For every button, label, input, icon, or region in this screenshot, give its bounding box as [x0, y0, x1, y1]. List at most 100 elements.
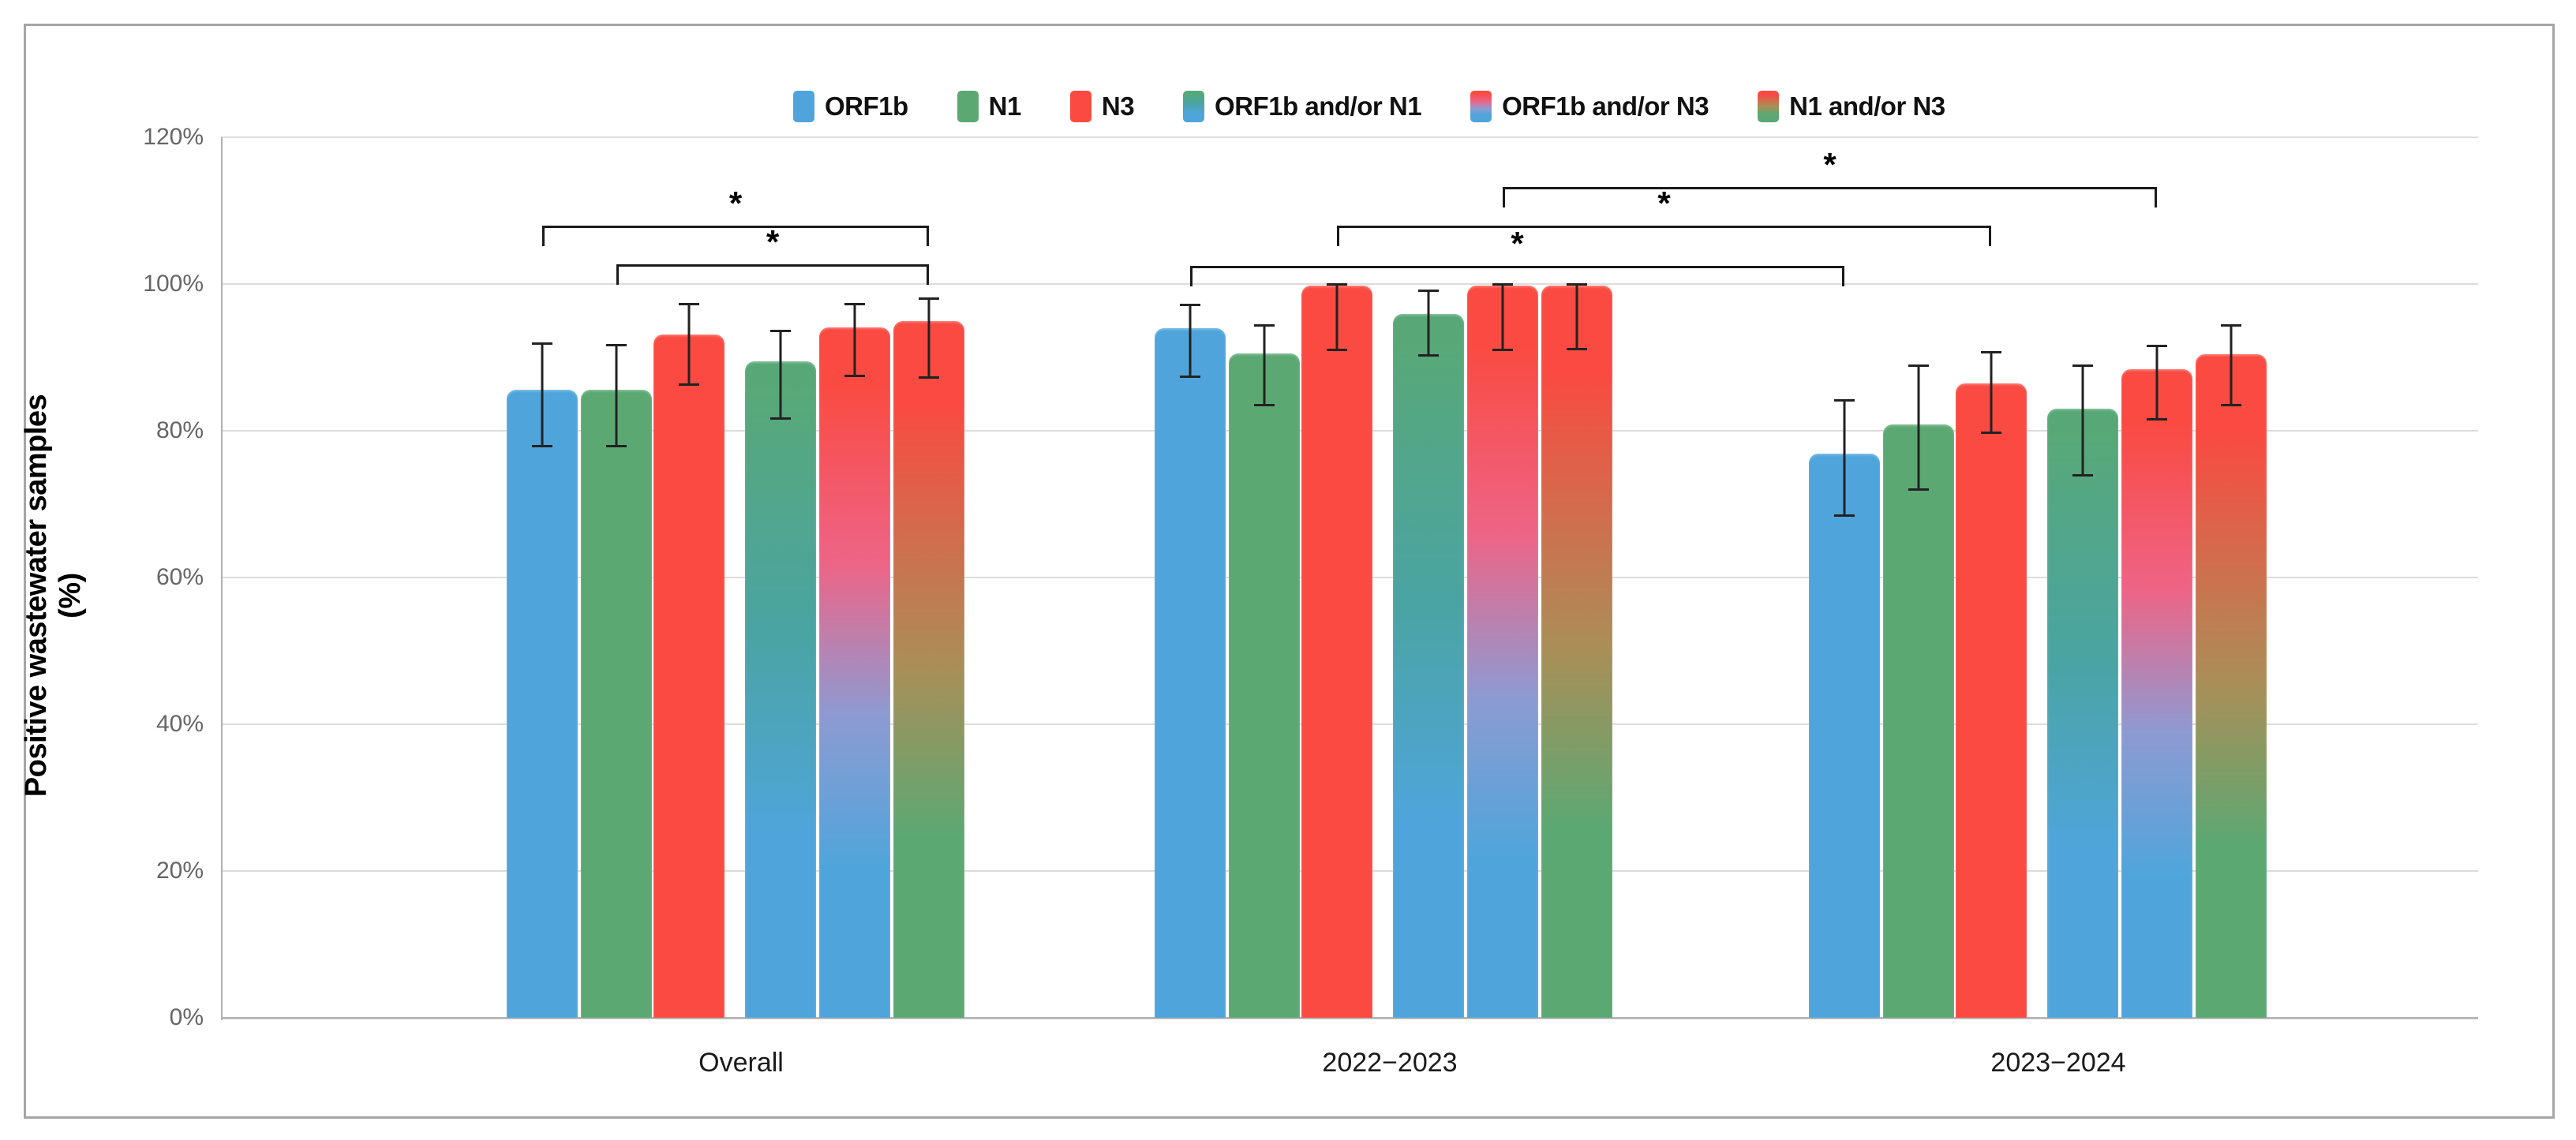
error-bar-cap-low-0-2: [1834, 514, 1855, 517]
bar-n1-2: [1883, 424, 1954, 1018]
error-bar-1-1: [1263, 325, 1266, 406]
y-tick-label-100: 100%: [143, 271, 204, 297]
error-bar-cap-low-4-1: [1492, 348, 1513, 351]
error-bar-0-2: [1843, 399, 1846, 515]
error-bar-cap-high-2-0: [679, 303, 699, 306]
bar-orf1b-and-or-n3-1: [1467, 285, 1538, 1018]
error-bar-cap-high-3-1: [1418, 290, 1439, 293]
error-bar-cap-low-1-1: [1254, 404, 1275, 407]
sig-asterisk-0: *: [728, 184, 743, 222]
legend-label-0: ORF1b: [825, 92, 908, 121]
error-bar-cap-low-3-0: [770, 417, 791, 420]
error-bar-cap-low-3-1: [1418, 354, 1439, 357]
bar-orf1b-and-or-n3-2: [2121, 368, 2192, 1018]
error-bar-cap-high-5-0: [919, 297, 939, 300]
error-bar-4-1: [1501, 284, 1504, 349]
error-bar-5-2: [2230, 325, 2233, 406]
error-bar-cap-low-5-1: [1567, 347, 1587, 350]
error-bar-4-0: [853, 304, 856, 376]
sig-asterisk-1: *: [766, 222, 780, 260]
sig-bracket-0: [542, 225, 929, 228]
y-tick-label-20: 20%: [155, 858, 204, 884]
error-bar-cap-low-5-2: [2221, 404, 2241, 407]
error-bar-4-2: [2155, 346, 2159, 420]
legend-label-5: N1 and/or N3: [1789, 92, 1945, 121]
sig-bracket-tick-1-right: [927, 264, 929, 285]
error-bar-cap-high-1-2: [1908, 364, 1929, 368]
bar-n1-and-or-n3-2: [2196, 354, 2267, 1018]
bar-orf1b-and-or-n1-0: [745, 361, 816, 1018]
bar-orf1b-2: [1809, 453, 1880, 1018]
legend-item-orf1b-and-or-n3: ORF1b and/or N3: [1470, 91, 1709, 122]
error-bar-3-1: [1427, 290, 1430, 356]
gridline-120: [221, 136, 2478, 138]
error-bar-cap-low-1-2: [1908, 488, 1929, 492]
bar-n1-1: [1229, 353, 1300, 1018]
y-tick-label-120: 120%: [143, 124, 204, 150]
error-bar-cap-high-0-2: [1834, 398, 1855, 402]
bar-n1-and-or-n3-0: [893, 321, 964, 1018]
legend-swatch-icon-3: [1183, 91, 1205, 122]
legend-label-4: ORF1b and/or N3: [1502, 92, 1709, 121]
chart-legend: ORF1b N1 N3 ORF1b and/or N1 ORF1b and/or N3 N…: [793, 88, 1945, 125]
sig-bracket-tick-2-right: [1842, 265, 1844, 286]
y-tick-label-0: 0%: [169, 1004, 204, 1030]
error-bar-1-2: [1917, 365, 1920, 490]
error-bar-cap-low-5-0: [919, 376, 939, 379]
error-bar-cap-high-3-2: [2072, 364, 2093, 368]
sig-bracket-tick-3-left: [1337, 225, 1339, 246]
sig-asterisk-2: *: [1511, 224, 1524, 262]
error-bar-cap-high-4-0: [844, 303, 865, 306]
error-bar-cap-high-1-0: [606, 344, 627, 347]
bar-n3-2: [1956, 383, 2027, 1018]
error-bar-cap-high-2-2: [1981, 350, 2001, 353]
bar-orf1b-and-or-n3-0: [819, 327, 890, 1018]
bar-orf1b-and-or-n1-1: [1393, 314, 1464, 1018]
sig-asterisk-4: *: [1823, 146, 1837, 184]
error-bar-5-0: [927, 297, 930, 378]
error-bar-cap-high-5-2: [2221, 324, 2241, 327]
bar-n1-0: [581, 389, 652, 1018]
bar-n1-and-or-n3-1: [1541, 285, 1612, 1018]
y-tick-label-60: 60%: [155, 564, 204, 590]
bar-n3-1: [1301, 285, 1372, 1018]
error-bar-2-2: [1990, 351, 1993, 432]
x-category-label-0: Overall: [698, 1048, 784, 1078]
legend-label-2: N3: [1101, 92, 1135, 121]
legend-label-1: N1: [988, 92, 1022, 121]
error-bar-1-0: [615, 345, 618, 446]
sig-bracket-tick-1-left: [616, 264, 619, 285]
legend-item-orf1b: ORF1b: [793, 91, 908, 122]
error-bar-cap-low-2-0: [679, 383, 699, 387]
bar-orf1b-0: [507, 389, 578, 1018]
gridline-0: [221, 1017, 2478, 1019]
bar-orf1b-1: [1155, 327, 1226, 1018]
sig-bracket-4: [1503, 187, 2157, 190]
error-bar-3-0: [779, 330, 782, 419]
error-bar-cap-low-0-0: [532, 444, 552, 447]
error-bar-0-1: [1189, 305, 1192, 377]
error-bar-cap-high-0-1: [1180, 304, 1200, 307]
legend-item-n1: N1: [957, 91, 1021, 122]
error-bar-2-1: [1335, 284, 1339, 349]
error-bar-cap-low-2-2: [1981, 431, 2001, 434]
error-bar-cap-low-4-2: [2147, 418, 2167, 421]
bar-orf1b-and-or-n1-2: [2047, 409, 2118, 1018]
sig-bracket-tick-4-left: [1503, 187, 1505, 208]
error-bar-cap-high-5-1: [1567, 283, 1587, 286]
legend-item-orf1b-and-or-n1: ORF1b and/or N1: [1183, 91, 1422, 122]
x-category-label-2: 2023−2024: [1990, 1048, 2126, 1078]
sig-bracket-tick-2-left: [1190, 265, 1193, 286]
legend-label-3: ORF1b and/or N1: [1215, 92, 1422, 121]
legend-swatch-icon-0: [793, 91, 814, 122]
error-bar-cap-low-0-1: [1180, 376, 1200, 379]
error-bar-cap-high-0-0: [532, 342, 552, 346]
legend-item-n1-and-or-n3: N1 and/or N3: [1758, 91, 1945, 122]
error-bar-cap-low-1-0: [606, 444, 627, 447]
y-tick-label-40: 40%: [155, 711, 204, 737]
y-axis-title: Positive wastewater samples (%): [20, 394, 87, 798]
sig-bracket-3: [1337, 225, 1991, 228]
sig-bracket-tick-0-right: [927, 225, 929, 246]
sig-bracket-2: [1190, 265, 1844, 268]
sig-bracket-1: [616, 264, 929, 267]
